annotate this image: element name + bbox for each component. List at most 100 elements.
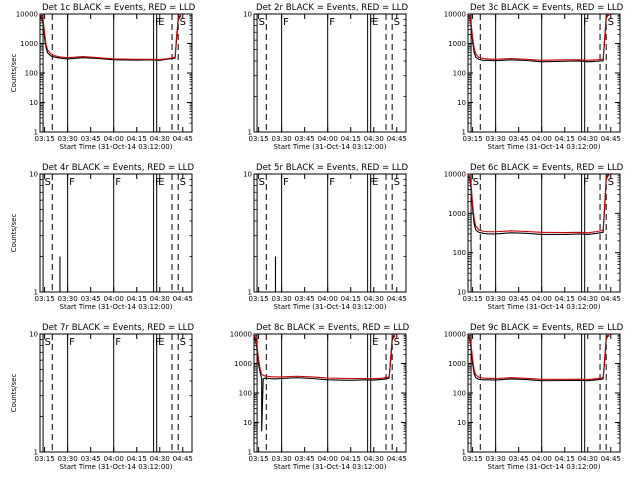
y-tick-label: 100 [453,249,466,257]
x-tick-label: 04:30 [364,295,384,303]
panel-title: Det 6c BLACK = Events, RED = LLD [470,163,624,173]
x-axis-label: Start Time (31-Oct-14 03:12:00) [488,303,601,311]
plot-frame [39,333,193,453]
y-tick-label: 1000 [20,40,38,48]
event-marker-label: F [69,177,75,188]
x-axis-label: Start Time (31-Oct-14 03:12:00) [488,463,601,471]
panel-title: Det 7r BLACK = Events, RED = LLD [42,323,194,333]
y-tick-label: 100 [453,70,466,78]
x-tick-label: 03:45 [509,135,529,143]
x-tick-label: 03:15 [463,455,483,463]
panel-title: Det 2r BLACK = Events, RED = LLD [256,3,408,13]
y-tick-label: 10 [29,171,38,179]
x-tick-label: 03:30 [272,295,292,303]
x-tick-label: 04:00 [318,295,338,303]
events-series-line [468,335,610,382]
y-tick-label: 1 [34,449,38,457]
event-marker-label: F [283,17,289,28]
event-marker-label: S [45,337,51,348]
x-axis-label: Start Time (31-Oct-14 03:12:00) [60,303,173,311]
y-tick-label: 10 [243,171,252,179]
x-tick-label: 04:30 [364,135,384,143]
event-marker-label: S [259,177,265,188]
event-marker-label: F [283,177,289,188]
x-tick-label: 04:15 [555,455,575,463]
x-tick-label: 03:15 [463,135,483,143]
y-tick-label: 1 [34,289,38,297]
x-tick-label: 04:45 [601,295,621,303]
plot-frame [39,13,193,133]
x-tick-label: 04:15 [555,135,575,143]
x-tick-label: 03:30 [272,135,292,143]
x-tick-label: 04:00 [318,135,338,143]
x-tick-label: 03:15 [249,135,269,143]
x-tick-label: 04:45 [173,295,193,303]
x-tick-label: 04:00 [104,455,124,463]
y-tick-label: 10 [457,289,466,297]
x-tick-label: 04:45 [387,135,407,143]
y-axis-label: Counts/sec [10,54,18,93]
x-tick-label: 03:15 [249,455,269,463]
x-tick-label: 04:45 [173,455,193,463]
x-tick-label: 04:00 [532,295,552,303]
y-tick-label: 10 [243,11,252,19]
x-tick-label: 04:15 [127,135,147,143]
event-marker-label: F [115,337,121,348]
panel-title: Det 5r BLACK = Events, RED = LLD [256,163,408,173]
x-tick-label: 03:30 [486,295,506,303]
plot-frame [253,173,407,293]
event-marker-label: E [372,337,378,348]
event-marker-label: F [115,177,121,188]
event-marker-label: S [180,337,186,348]
event-marker-label: S [608,17,614,28]
event-marker-label: E [158,337,164,348]
event-marker-label: F [155,337,161,348]
panel-1: Det 1c BLACK = Events, RED = LLD10000100… [10,3,196,151]
x-tick-label: 04:15 [127,295,147,303]
y-tick-label: 100 [239,390,252,398]
event-marker-label: F [329,17,335,28]
panel-6: Det 6c BLACK = Events, RED = LLD10000100… [444,163,624,311]
y-tick-label: 1000 [448,360,466,368]
y-tick-label: 10 [243,419,252,427]
panel-title: Det 3c BLACK = Events, RED = LLD [470,3,624,13]
panel-title: Det 1c BLACK = Events, RED = LLD [42,3,196,13]
x-tick-label: 03:30 [58,455,78,463]
panel-2: Det 2r BLACK = Events, RED = LLD 10 103:15… [243,3,408,151]
event-marker-label: E [372,17,378,28]
event-marker-label: F [583,177,589,188]
y-tick-label: 1 [34,129,38,137]
x-tick-label: 04:15 [341,455,361,463]
lld-series-line [468,14,610,61]
x-tick-label: 03:45 [81,455,101,463]
x-tick-label: 04:15 [555,295,575,303]
event-marker-label: E [158,17,164,28]
x-tick-label: 04:30 [150,135,170,143]
y-tick-label: 1000 [234,360,252,368]
x-tick-label: 03:30 [58,135,78,143]
event-marker-label: F [155,177,161,188]
x-tick-label: 04:45 [173,135,193,143]
x-tick-label: 04:00 [104,295,124,303]
event-marker-label: S [394,17,400,28]
x-tick-label: 04:30 [150,295,170,303]
x-tick-label: 03:15 [35,455,55,463]
x-tick-label: 03:30 [58,295,78,303]
x-tick-label: 03:30 [486,455,506,463]
x-tick-label: 04:30 [578,135,598,143]
x-tick-label: 03:45 [295,455,315,463]
x-tick-label: 03:45 [81,295,101,303]
y-tick-label: 100 [453,390,466,398]
event-marker-label: S [473,177,479,188]
x-tick-label: 04:30 [364,455,384,463]
lld-series-line [254,334,396,380]
panel-5: Det 5r BLACK = Events, RED = LLD 10 103:15… [243,163,408,311]
x-tick-label: 03:30 [486,135,506,143]
x-tick-label: 03:15 [463,295,483,303]
panel-title: Det 4r BLACK = Events, RED = LLD [42,163,194,173]
y-tick-label: 10000 [230,331,252,339]
x-tick-label: 03:15 [35,295,55,303]
x-tick-label: 04:00 [532,135,552,143]
lld-series-line [468,334,610,381]
plot-frame [467,173,621,293]
